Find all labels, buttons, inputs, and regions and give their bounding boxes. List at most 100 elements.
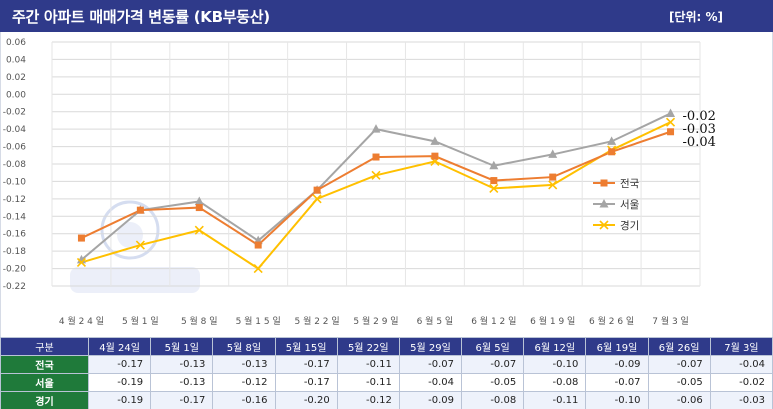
table-cell: -0.10 [523, 355, 587, 374]
y-tick-label: -0.08 [3, 160, 27, 170]
table-row-label: 경기 [0, 391, 89, 409]
x-tick-label: 5 월 2 2 일 [294, 315, 339, 327]
x-tick-label: 4 월 2 4 일 [59, 315, 104, 327]
line-chart: 0.06 0.04 0.02 0.00 -0.02 -0.04 -0.06 -0.08 -0.1… [3, 38, 716, 327]
table-cell: -0.19 [87, 391, 152, 409]
table-header-label: 구분 [0, 337, 89, 356]
table-cell: -0.07 [585, 373, 649, 392]
point-전국 [313, 186, 321, 194]
point-경기 [76, 257, 87, 268]
x-tick-label: 6 월 1 9 일 [530, 315, 575, 327]
table-header-date: 6월 12일 [523, 337, 587, 356]
point-경기 [665, 117, 676, 127]
point-경기 [135, 240, 145, 250]
table-header-date: 5월 1일 [150, 337, 214, 356]
x-tick-label: 7 월 3 일 [652, 315, 689, 327]
table-cell: -0.02 [709, 373, 773, 392]
point-서울 [489, 160, 499, 170]
table-cell: -0.11 [336, 355, 400, 374]
table-cell: -0.09 [398, 391, 463, 409]
y-tick-label: 0.04 [6, 55, 26, 65]
point-stroke [548, 180, 558, 190]
table-cell: -0.19 [87, 373, 152, 392]
table-cell: -0.07 [461, 355, 525, 374]
point-전국 [254, 241, 262, 249]
x-tick-label: 6 월 1 2 일 [471, 315, 516, 327]
point-서울 [371, 124, 381, 133]
y-tick-label: -0.10 [3, 177, 27, 187]
table-cell: -0.13 [150, 355, 214, 374]
table-cell: -0.10 [585, 391, 649, 409]
legend-label-서울: 서울 [620, 199, 640, 211]
table-cell: -0.07 [398, 355, 463, 374]
y-tick-label: -0.16 [3, 230, 27, 240]
y-tick-label: -0.14 [3, 212, 27, 222]
table-header-date: 6월 26일 [647, 337, 711, 356]
unit-label: [단위: %] [668, 10, 723, 24]
y-tick-label: 0.00 [6, 90, 26, 100]
y-tick-label: -0.22 [3, 282, 26, 292]
y-tick-label: -0.02 [3, 108, 26, 118]
table-header-date: 6월 5일 [461, 337, 525, 356]
y-tick-label: -0.20 [3, 265, 27, 275]
table-cell: -0.11 [336, 373, 400, 392]
y-tick-label: -0.18 [3, 247, 27, 257]
point-전국 [136, 206, 144, 214]
table-header-date: 5월 15일 [274, 337, 338, 356]
point-서울 [548, 149, 558, 158]
point-전국 [431, 152, 439, 160]
point-경기 [548, 180, 558, 190]
y-tick-label: 0.02 [6, 73, 26, 83]
end-label-서울: -0.02 [683, 109, 716, 124]
point-전국 [195, 204, 203, 212]
point-stroke [194, 225, 204, 235]
x-tick-label: 5 월 2 9 일 [353, 315, 398, 327]
point-경기 [253, 264, 263, 274]
table-cell: -0.17 [87, 355, 152, 374]
table-cell: -0.07 [647, 355, 711, 374]
table-header-date: 7월 3일 [709, 337, 773, 356]
x-tick-label: 6 월 5 일 [417, 315, 454, 327]
table-cell: -0.17 [274, 373, 338, 392]
legend-label-경기: 경기 [620, 219, 639, 232]
end-value-labels: -0.02-0.03-0.04 [683, 109, 716, 150]
table-header-date: 5월 8일 [212, 337, 276, 356]
grid-lines [51, 41, 701, 287]
point-전국 [667, 128, 675, 136]
table-cell: -0.13 [212, 355, 276, 374]
point-stroke [312, 194, 322, 204]
table-row: 전국 -0.17 -0.13 -0.13 -0.17 -0.11 -0.07 -0.07 -0.… [0, 355, 773, 374]
table-cell: -0.08 [461, 391, 525, 409]
table-header-row: 구분 4월 24일 5월 1일 5월 8일 5월 15일 5월 22일 5월 29일 6월 5… [0, 337, 773, 356]
table-cell: -0.09 [585, 355, 649, 374]
point-전국 [549, 173, 557, 181]
table-cell: -0.12 [212, 373, 276, 392]
point-경기 [194, 225, 204, 235]
legend-label-전국: 전국 [620, 178, 640, 190]
data-table: 구분 4월 24일 5월 1일 5월 8일 5월 15일 5월 22일 5월 29일 6월 5… [0, 337, 773, 409]
legend-marker [599, 220, 609, 230]
table-cell: -0.11 [523, 391, 587, 409]
x-axis-ticks: 4 월 2 4 일 5 월 1 일 5 월 8 일 5 월 1 5 일 5 월 2 2 … [59, 315, 689, 327]
table-header-date: 4월 24일 [87, 337, 152, 356]
y-tick-label: -0.12 [3, 195, 26, 205]
table-cell: -0.03 [709, 391, 773, 409]
x-tick-label: 5 월 8 일 [181, 315, 218, 327]
table-row: 서울 -0.19 -0.13 -0.12 -0.17 -0.11 -0.04 -0.05 -0.… [0, 373, 773, 392]
y-axis-ticks: 0.06 0.04 0.02 0.00 -0.02 -0.04 -0.06 -0.08 -0.1… [3, 38, 27, 292]
x-tick-label: 5 월 1 5 일 [236, 315, 281, 327]
table-header-date: 5월 22일 [336, 337, 400, 356]
table-header-date: 6월 19일 [585, 337, 649, 356]
legend-marker [599, 199, 609, 208]
end-label-경기: -0.03 [683, 122, 716, 137]
point-stroke [371, 170, 381, 180]
point-stroke [489, 183, 499, 193]
x-tick-label: 5 월 1 일 [122, 315, 159, 327]
point-경기 [312, 194, 322, 204]
point-stroke [76, 257, 87, 268]
point-서울 [194, 196, 204, 205]
point-전국 [372, 153, 380, 161]
table-row-label: 서울 [0, 373, 89, 392]
point-서울 [607, 136, 617, 145]
